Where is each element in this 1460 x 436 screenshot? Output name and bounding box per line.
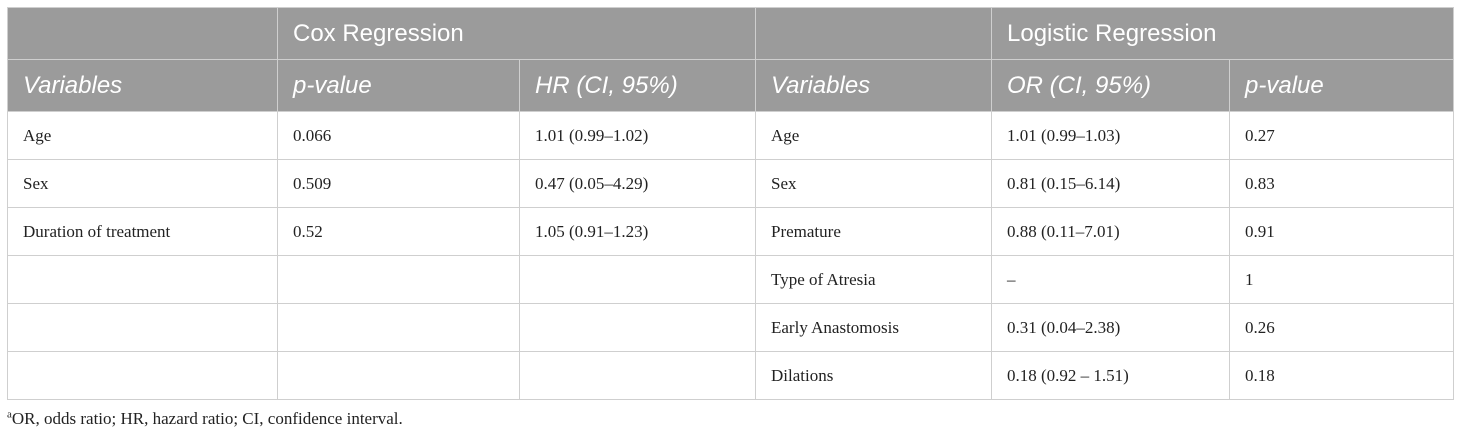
table-cell: 0.91	[1229, 207, 1454, 256]
table-row: Dilations 0.18 (0.92 – 1.51) 0.18	[7, 351, 1454, 400]
table-cell	[519, 351, 756, 400]
table-cell: 0.066	[277, 111, 520, 160]
table-cell: 0.52	[277, 207, 520, 256]
table-cell: 1.01 (0.99–1.03)	[991, 111, 1230, 160]
column-header-row: Variables p-value HR (CI, 95%) Variables…	[7, 59, 1454, 112]
table-cell: 0.81 (0.15–6.14)	[991, 159, 1230, 208]
table-cell	[7, 303, 278, 352]
table-cell: Duration of treatment	[7, 207, 278, 256]
regression-table: Cox Regression Logistic Regression Varia…	[7, 7, 1454, 400]
table-cell	[277, 303, 520, 352]
table-cell: 0.509	[277, 159, 520, 208]
table-cell: 0.47 (0.05–4.29)	[519, 159, 756, 208]
table-cell: Sex	[755, 159, 992, 208]
table-cell: 0.26	[1229, 303, 1454, 352]
table-row: Type of Atresia – 1	[7, 255, 1454, 304]
table-row: Sex 0.509 0.47 (0.05–4.29) Sex 0.81 (0.1…	[7, 159, 1454, 208]
table-cell	[519, 255, 756, 304]
table-cell: Early Anastomosis	[755, 303, 992, 352]
table-cell	[7, 255, 278, 304]
table-cell	[277, 255, 520, 304]
table-row: Duration of treatment 0.52 1.05 (0.91–1.…	[7, 207, 1454, 256]
group-header-spacer-right	[755, 7, 992, 60]
table-cell: 0.88 (0.11–7.01)	[991, 207, 1230, 256]
column-header: Variables	[7, 59, 278, 112]
column-header: OR (CI, 95%)	[991, 59, 1230, 112]
group-header-cox: Cox Regression	[277, 7, 756, 60]
footnote-marker: a	[7, 408, 12, 421]
table-row: Age 0.066 1.01 (0.99–1.02) Age 1.01 (0.9…	[7, 111, 1454, 160]
table-cell: 0.27	[1229, 111, 1454, 160]
column-header: Variables	[755, 59, 992, 112]
table-cell	[519, 303, 756, 352]
table-cell: Premature	[755, 207, 992, 256]
table-cell: Type of Atresia	[755, 255, 992, 304]
column-header: p-value	[1229, 59, 1454, 112]
column-header: HR (CI, 95%)	[519, 59, 756, 112]
table-cell	[277, 351, 520, 400]
table-cell: 1.05 (0.91–1.23)	[519, 207, 756, 256]
column-header: p-value	[277, 59, 520, 112]
table-cell: Sex	[7, 159, 278, 208]
table-cell: 1.01 (0.99–1.02)	[519, 111, 756, 160]
table-cell: 0.18 (0.92 – 1.51)	[991, 351, 1230, 400]
table-cell: Age	[755, 111, 992, 160]
table-cell: 0.18	[1229, 351, 1454, 400]
group-header-row: Cox Regression Logistic Regression	[7, 7, 1454, 60]
group-header-spacer-left	[7, 7, 278, 60]
table-footnote: aOR, odds ratio; HR, hazard ratio; CI, c…	[7, 409, 403, 429]
table-cell	[7, 351, 278, 400]
group-header-logistic: Logistic Regression	[991, 7, 1454, 60]
footnote-text: OR, odds ratio; HR, hazard ratio; CI, co…	[11, 409, 403, 428]
regression-table-container: Cox Regression Logistic Regression Varia…	[7, 7, 1454, 400]
table-cell: –	[991, 255, 1230, 304]
table-row: Early Anastomosis 0.31 (0.04–2.38) 0.26	[7, 303, 1454, 352]
table-cell: 1	[1229, 255, 1454, 304]
table-cell: 0.83	[1229, 159, 1454, 208]
table-cell: Age	[7, 111, 278, 160]
table-cell: 0.31 (0.04–2.38)	[991, 303, 1230, 352]
table-cell: Dilations	[755, 351, 992, 400]
